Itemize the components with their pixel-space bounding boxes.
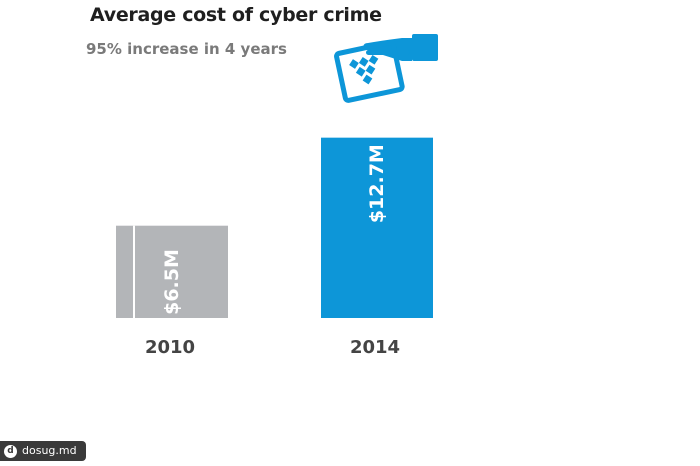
watermark: d dosug.md [0, 441, 86, 461]
hand-card-icon [334, 34, 438, 103]
watermark-text: dosug.md [22, 444, 77, 457]
bar-2014 [321, 137, 433, 318]
category-label-2010: 2010 [145, 337, 195, 358]
chart-subtitle: 95% increase in 4 years [86, 40, 287, 58]
category-label-2014: 2014 [350, 337, 400, 358]
data-label-2014: $12.7M [366, 144, 388, 223]
chart-title: Average cost of cyber crime [90, 4, 382, 26]
data-label-2010: $6.5M [161, 249, 183, 315]
watermark-logo-icon: d [4, 444, 17, 458]
